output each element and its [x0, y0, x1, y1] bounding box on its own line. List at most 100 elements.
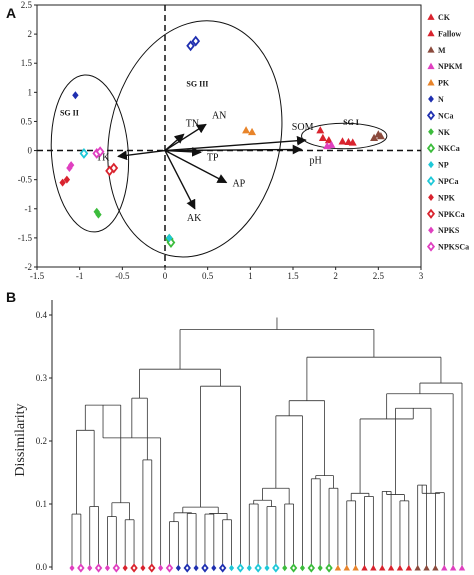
- data-point: [370, 133, 379, 141]
- x-tick-label: 1.5: [287, 271, 299, 281]
- leaf-marker: [264, 564, 270, 572]
- loading-vector: [117, 149, 166, 161]
- leaf-marker: [282, 564, 288, 572]
- vector-label: TN: [186, 118, 199, 129]
- leaf-marker: [140, 564, 146, 572]
- x-tick-label: -0.5: [115, 271, 130, 281]
- data-point: [348, 138, 357, 146]
- data-point: [59, 178, 66, 187]
- legend-label: N: [438, 95, 444, 104]
- x-tick-label: -1: [76, 271, 84, 281]
- legend-label: NPKCa: [438, 210, 465, 219]
- vector-label: AN: [212, 110, 226, 121]
- vector-label: pH: [310, 155, 322, 166]
- loading-vector: [164, 146, 202, 157]
- leaf-marker: [104, 564, 111, 572]
- group-label: SG III: [186, 80, 208, 89]
- leaf-marker: [228, 564, 235, 572]
- y-tick-label: 2.5: [21, 0, 33, 10]
- x-tick-label: 0: [163, 271, 168, 281]
- legend-marker: [426, 175, 436, 187]
- loading-vector: [164, 123, 207, 152]
- loading-vector: [164, 133, 185, 152]
- leaf-marker: [130, 563, 138, 573]
- data-point: [242, 126, 251, 134]
- data-point: [79, 148, 89, 159]
- leaf-marker: [165, 563, 174, 573]
- leaf-marker: [193, 564, 199, 572]
- leaf-marker: [246, 564, 252, 572]
- data-point: [327, 140, 336, 148]
- legend-label: CK: [438, 13, 451, 22]
- x-tick-label: 0.5: [202, 271, 214, 281]
- leaf-marker: [211, 564, 217, 572]
- legend-marker: [426, 208, 436, 219]
- y-tick-label: 0.1: [36, 499, 47, 509]
- plot-frame: [36, 4, 422, 268]
- legend-marker: [426, 110, 436, 121]
- leaf-marker: [175, 564, 181, 572]
- data-point: [376, 132, 385, 140]
- group-ellipse: [107, 20, 283, 258]
- legend-label: NPKSCa: [438, 243, 469, 252]
- x-tick-label: 2: [333, 271, 338, 281]
- data-point: [191, 35, 201, 47]
- leaf-marker: [449, 564, 457, 571]
- vector-label: TP: [207, 152, 219, 163]
- leaf-marker: [414, 564, 421, 571]
- data-point: [318, 133, 327, 141]
- panel-a-label: A: [6, 5, 16, 21]
- data-point: [95, 146, 105, 158]
- y-tick-label: 0.5: [21, 116, 33, 126]
- legend-label: NP: [438, 161, 449, 170]
- data-point: [93, 207, 100, 216]
- y-tick-label: 0.4: [36, 310, 48, 320]
- legend-marker: [428, 193, 434, 201]
- leaf-marker: [370, 564, 377, 571]
- loading-vector: [164, 144, 303, 155]
- legend-marker: [428, 161, 434, 169]
- leaf-marker: [122, 564, 128, 572]
- data-point: [248, 127, 257, 136]
- leaf-marker: [317, 564, 323, 572]
- loading-vector: [164, 149, 228, 184]
- leaf-marker: [236, 563, 245, 573]
- legend-label: NPCa: [438, 177, 458, 186]
- y-tick-label: 0.2: [36, 436, 47, 446]
- leaf-marker: [148, 563, 156, 573]
- legend-label: Fallow: [438, 29, 461, 38]
- leaf-marker: [299, 564, 306, 572]
- data-point: [338, 137, 347, 145]
- y-tick-label: -2: [25, 262, 33, 272]
- legend-marker: [428, 226, 434, 234]
- leaf-marker: [432, 564, 439, 571]
- leaf-marker: [183, 563, 191, 573]
- y-tick-label: 1: [28, 87, 33, 97]
- leaf-marker: [423, 564, 430, 571]
- data-point: [186, 40, 195, 52]
- legend-marker: [426, 143, 436, 154]
- data-point: [324, 136, 333, 144]
- leaf-marker: [343, 564, 350, 571]
- legend-label: PK: [438, 79, 450, 88]
- vector-label: AP: [232, 179, 245, 190]
- loading-vector: [164, 135, 307, 152]
- y-tick-label: 0: [28, 146, 33, 156]
- x-tick-label: 2.5: [373, 271, 385, 281]
- leaf-marker: [396, 564, 404, 571]
- legend-label: NPK: [438, 193, 456, 202]
- data-point: [66, 164, 73, 173]
- legend-label: NKCa: [438, 144, 460, 153]
- loading-vector: [164, 150, 196, 210]
- leaf-marker: [387, 564, 395, 571]
- legend-marker: [427, 13, 435, 20]
- vector-label: TK: [96, 152, 110, 163]
- panel-b-label: B: [6, 289, 16, 305]
- leaf-marker: [77, 563, 85, 573]
- y-tick-label: 0.3: [36, 373, 48, 383]
- data-point: [72, 91, 79, 100]
- leaf-marker: [405, 564, 413, 571]
- legend-label: NPKM: [438, 62, 463, 71]
- legend-label: NPKS: [438, 226, 460, 235]
